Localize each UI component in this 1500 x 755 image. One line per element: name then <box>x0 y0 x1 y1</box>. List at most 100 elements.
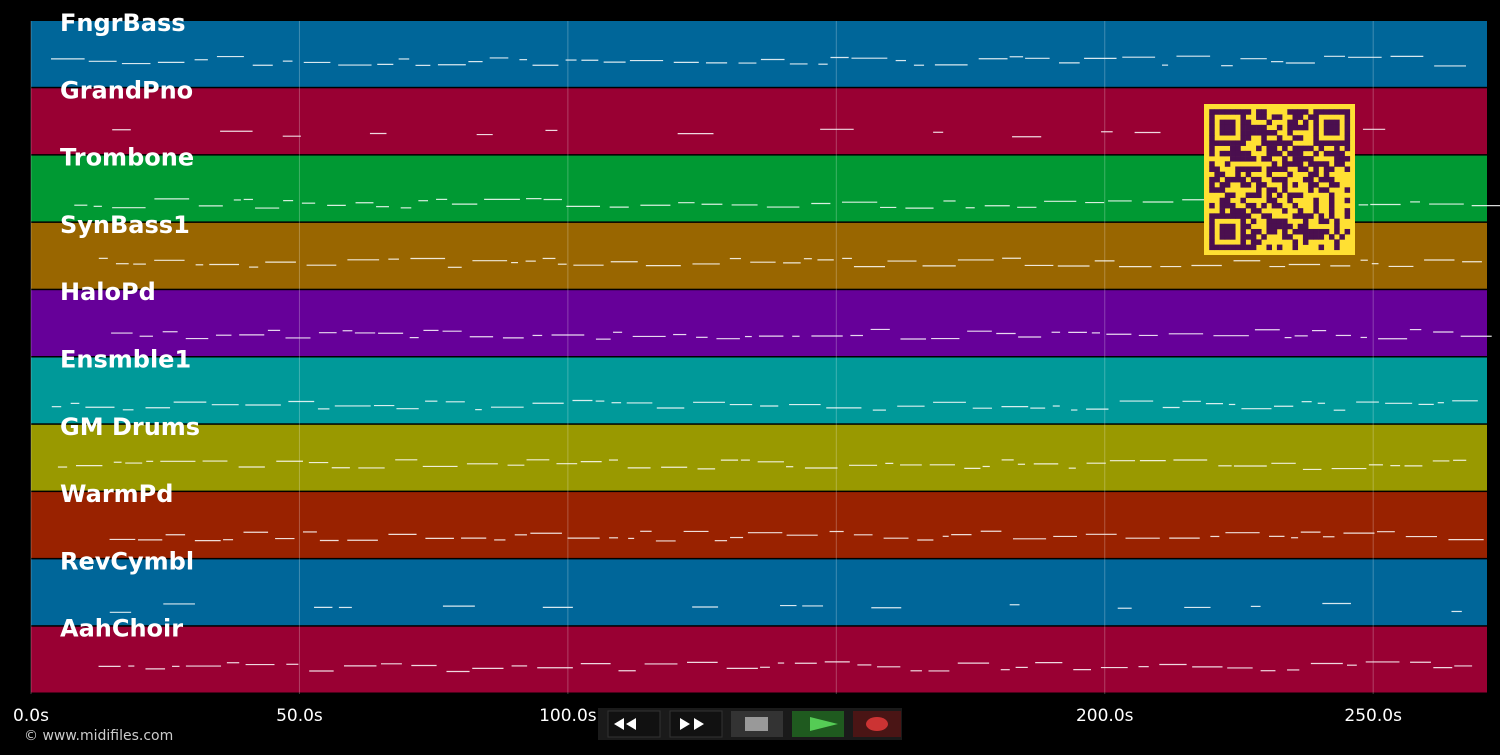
x-tick-label: 50.0s <box>276 706 323 726</box>
qr-module <box>1313 171 1319 178</box>
qr-module <box>1323 171 1330 178</box>
qr-module <box>1271 223 1278 230</box>
qr-module <box>1282 166 1288 172</box>
x-tick-label: 250.0s <box>1344 706 1402 726</box>
qr-module <box>1297 223 1304 230</box>
qr-module <box>1276 114 1283 120</box>
qr-module <box>1297 166 1304 172</box>
qr-module <box>1230 156 1236 162</box>
track-lane <box>31 357 1487 424</box>
qr-module <box>1219 187 1226 193</box>
qr-module <box>1271 114 1278 120</box>
qr-module <box>1297 213 1304 219</box>
qr-module <box>1240 197 1246 204</box>
qr-module <box>1292 182 1299 188</box>
qr-module <box>1323 109 1330 115</box>
qr-module <box>1240 140 1246 146</box>
qr-module <box>1318 176 1325 183</box>
qr-module <box>1323 218 1330 225</box>
qr-module <box>1334 244 1340 251</box>
qr-module <box>1209 187 1215 193</box>
qr-module <box>1240 239 1246 245</box>
qr-module <box>1334 150 1340 157</box>
qr-module <box>1261 156 1267 162</box>
qr-module <box>1266 197 1272 204</box>
qr-module <box>1271 140 1278 146</box>
qr-module <box>1245 135 1252 141</box>
qr-module <box>1209 135 1215 141</box>
qr-module <box>1271 130 1278 136</box>
qr-module <box>1323 119 1330 126</box>
track-name: AahChoir <box>60 615 183 643</box>
qr-module <box>1250 124 1257 131</box>
qr-module <box>1318 218 1325 225</box>
qr-module <box>1235 176 1241 183</box>
credit: © www.midifiles.com <box>24 728 173 744</box>
qr-module <box>1245 223 1252 230</box>
qr-module <box>1230 130 1236 136</box>
qr-module <box>1250 156 1257 162</box>
qr-module <box>1256 166 1262 172</box>
qr-module <box>1328 124 1335 131</box>
qr-module <box>1230 223 1236 230</box>
qr-module <box>1266 119 1272 126</box>
qr-module <box>1219 223 1226 230</box>
qr-module <box>1230 208 1236 214</box>
qr-module <box>1344 109 1351 115</box>
qr-module <box>1297 156 1304 162</box>
qr-module <box>1266 140 1272 146</box>
qr-module <box>1308 213 1314 219</box>
qr-module <box>1302 234 1309 240</box>
stop-button[interactable] <box>731 711 783 737</box>
qr-module <box>1276 202 1283 209</box>
qr-module <box>1334 156 1340 162</box>
qr-module <box>1219 234 1226 240</box>
forward-button[interactable] <box>669 710 723 738</box>
qr-module <box>1313 197 1319 204</box>
qr-module <box>1287 223 1293 230</box>
qr-module <box>1282 234 1288 240</box>
track-lane <box>31 626 1487 693</box>
qr-module <box>1328 192 1335 199</box>
qr-module <box>1318 161 1325 167</box>
qr-module <box>1256 176 1262 183</box>
qr-module <box>1256 228 1262 235</box>
qr-module <box>1245 156 1252 162</box>
qr-module <box>1334 145 1340 152</box>
qr-module <box>1266 223 1272 230</box>
qr-module <box>1219 202 1226 209</box>
qr-module <box>1323 176 1330 183</box>
qr-module <box>1250 244 1257 251</box>
qr-module <box>1240 130 1246 136</box>
record-button[interactable] <box>853 711 901 737</box>
qr-module <box>1313 161 1319 167</box>
qr-module <box>1292 135 1299 141</box>
qr-module <box>1323 124 1330 131</box>
play-button[interactable] <box>792 711 844 737</box>
qr-module <box>1240 234 1246 240</box>
qr-module <box>1235 140 1241 146</box>
rewind-button[interactable] <box>607 710 661 738</box>
qr-module <box>1245 171 1252 178</box>
qr-module <box>1334 218 1340 225</box>
qr-module <box>1209 114 1215 120</box>
qr-module <box>1245 192 1252 199</box>
qr-module <box>1276 223 1283 230</box>
qr-module <box>1261 182 1267 188</box>
qr-module <box>1339 234 1345 240</box>
qr-module <box>1313 135 1319 141</box>
qr-module <box>1318 234 1325 240</box>
qr-module <box>1240 156 1246 162</box>
qr-module <box>1230 176 1236 183</box>
qr-module <box>1219 197 1226 204</box>
qr-module <box>1271 145 1278 152</box>
track-lane <box>31 492 1487 558</box>
x-tick-label: 200.0s <box>1076 706 1134 726</box>
qr-module <box>1328 234 1335 240</box>
qr-module <box>1318 228 1325 235</box>
track-name: Trombone <box>60 144 194 172</box>
qr-module <box>1313 166 1319 172</box>
qr-module <box>1292 119 1299 126</box>
qr-module <box>1219 228 1226 235</box>
